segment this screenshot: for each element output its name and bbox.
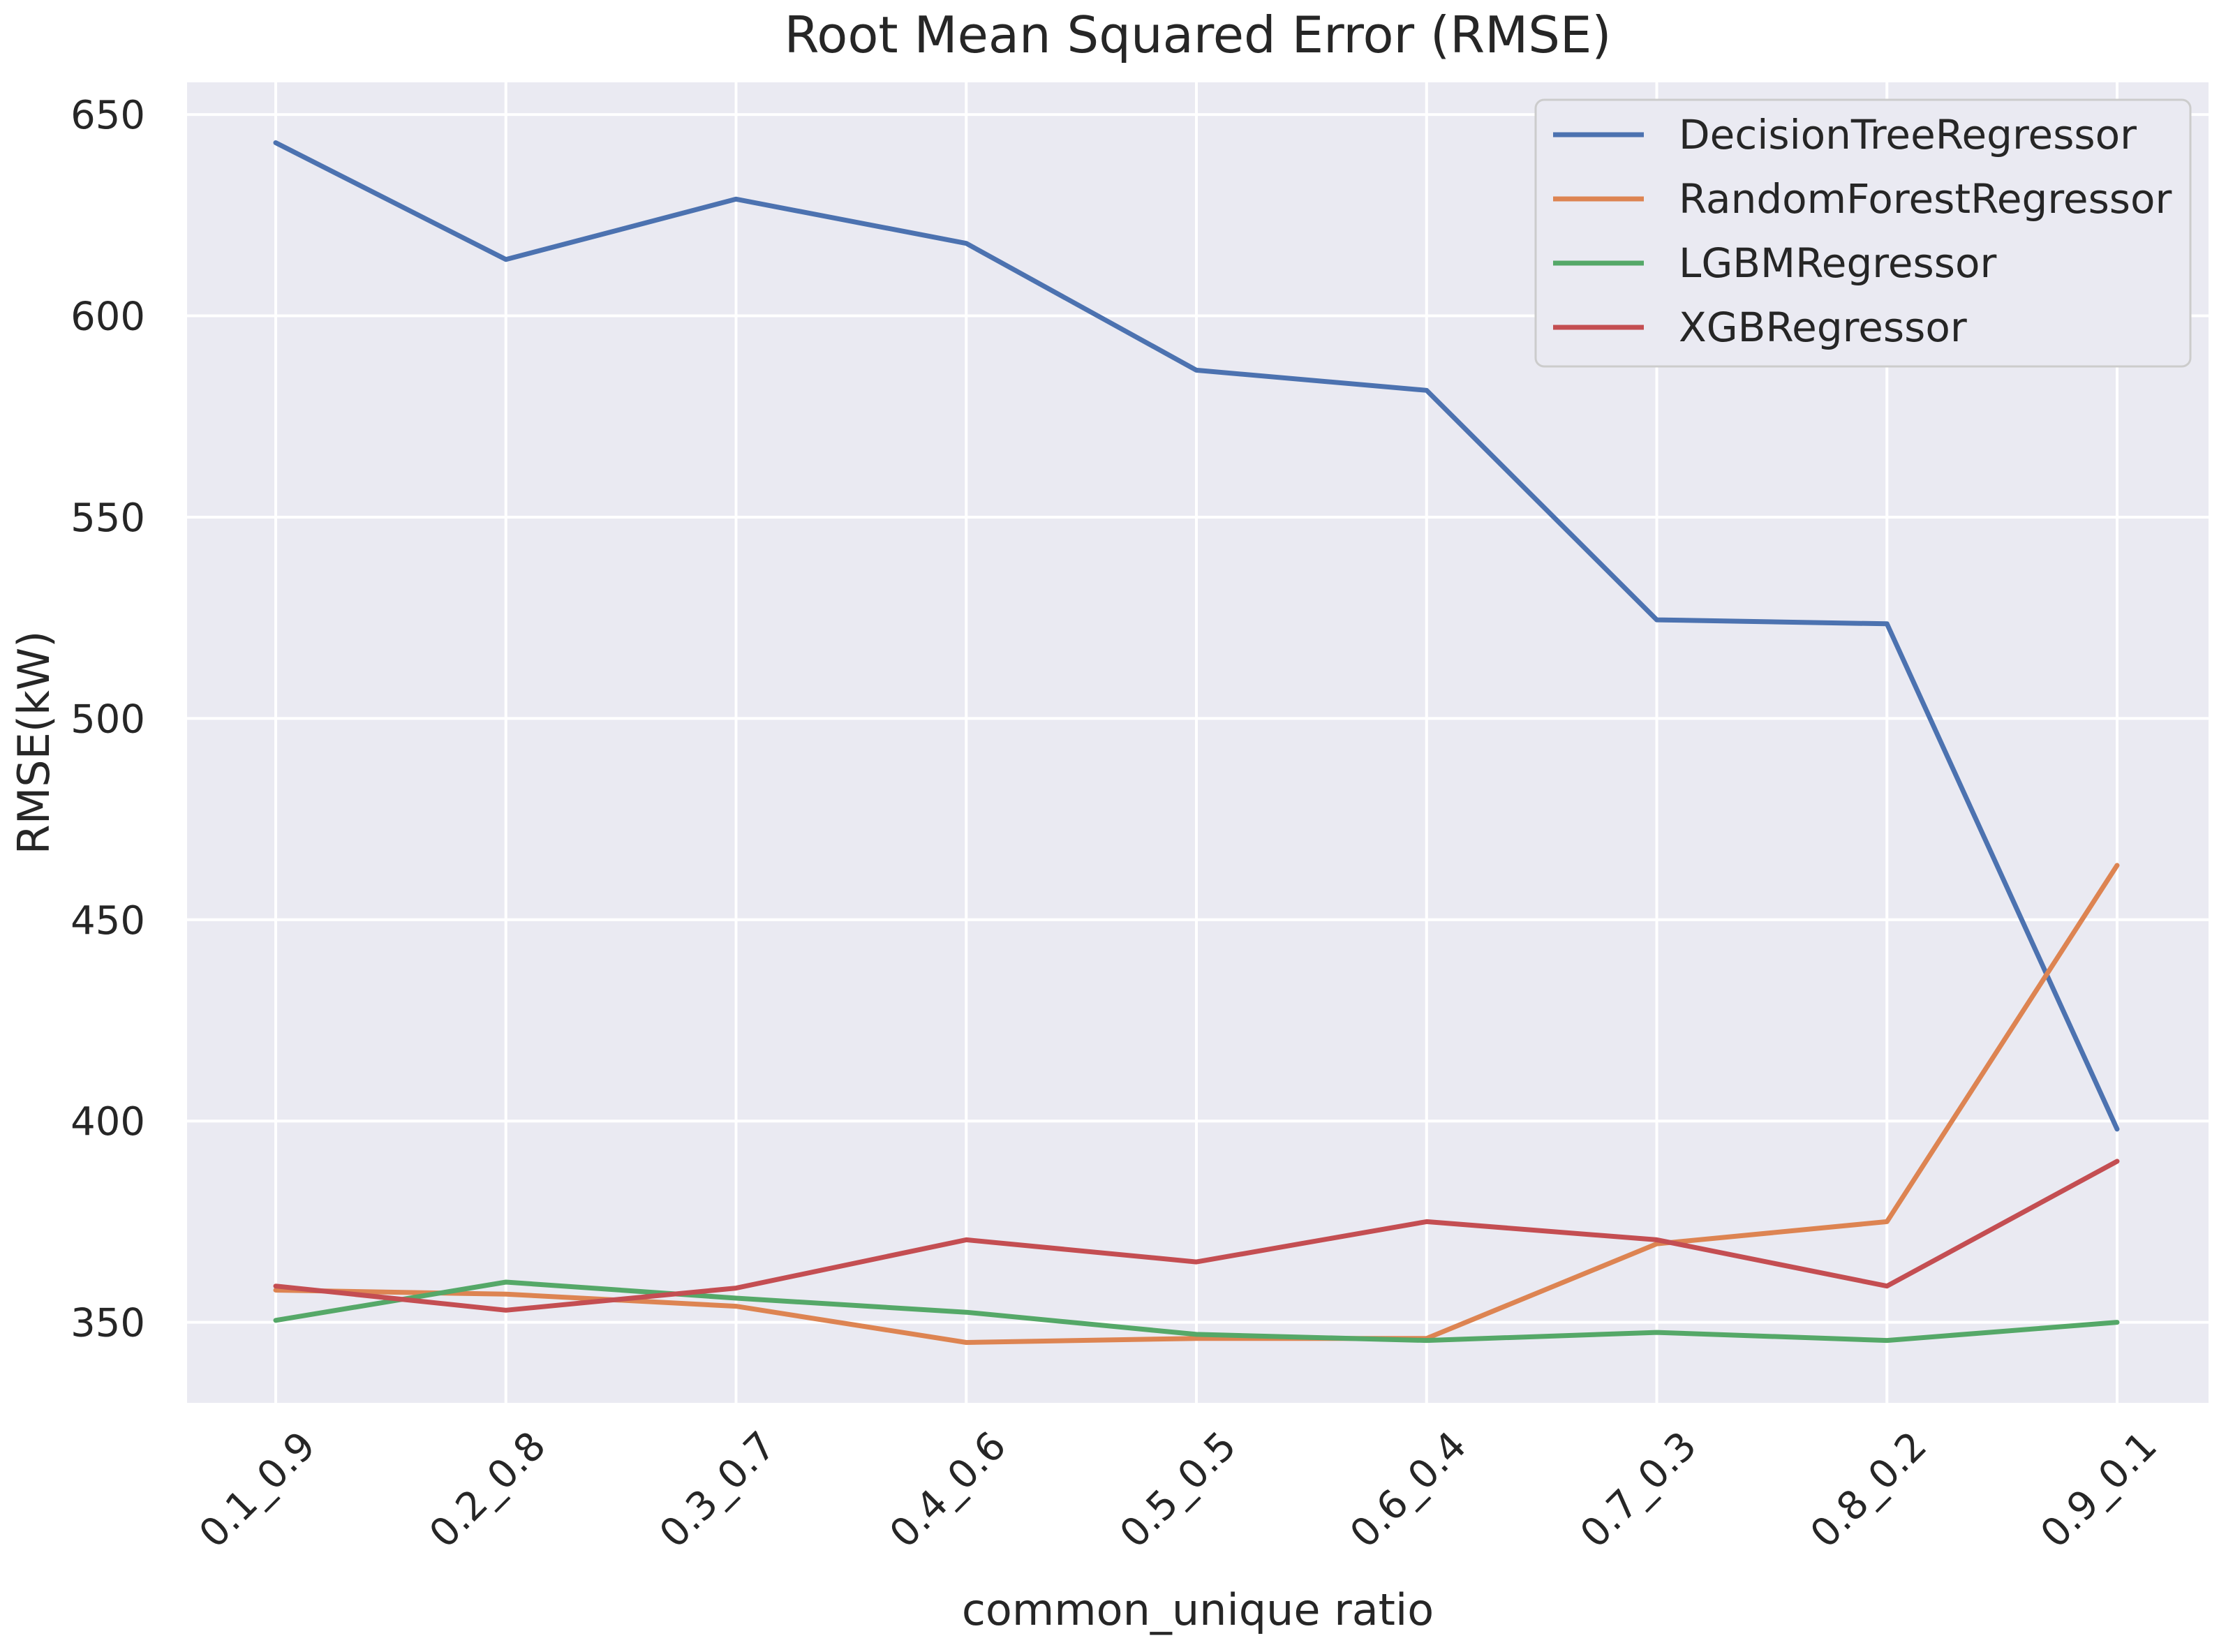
y-tick-label: 450 [70, 898, 145, 944]
y-axis-title: RMSE(kW) [8, 631, 59, 855]
series-line [273, 1159, 2120, 1313]
legend-label: XGBRegressor [1679, 304, 1967, 351]
x-axis-title: common_unique ratio [962, 1584, 1434, 1635]
series-line [273, 140, 2120, 1132]
legend-label: RandomForestRegressor [1679, 175, 2172, 223]
legend-label: DecisionTreeRegressor [1679, 111, 2137, 158]
legend: DecisionTreeRegressor RandomForestRegress… [1534, 98, 2192, 368]
y-tick-label: 350 [70, 1301, 145, 1346]
y-tick-label: 550 [70, 496, 145, 541]
legend-label: LGBMRegressor [1679, 239, 1996, 287]
y-tick-label: 400 [70, 1099, 145, 1145]
y-tick-label: 500 [70, 697, 145, 742]
series-line [273, 863, 2120, 1345]
series-line [273, 1279, 2120, 1344]
y-tick-label: 650 [70, 93, 145, 138]
y-tick-label: 600 [70, 295, 145, 340]
series-lines [273, 140, 2120, 1345]
chart-title: Root Mean Squared Error (RMSE) [784, 6, 1611, 64]
legend-box [1534, 98, 2192, 368]
